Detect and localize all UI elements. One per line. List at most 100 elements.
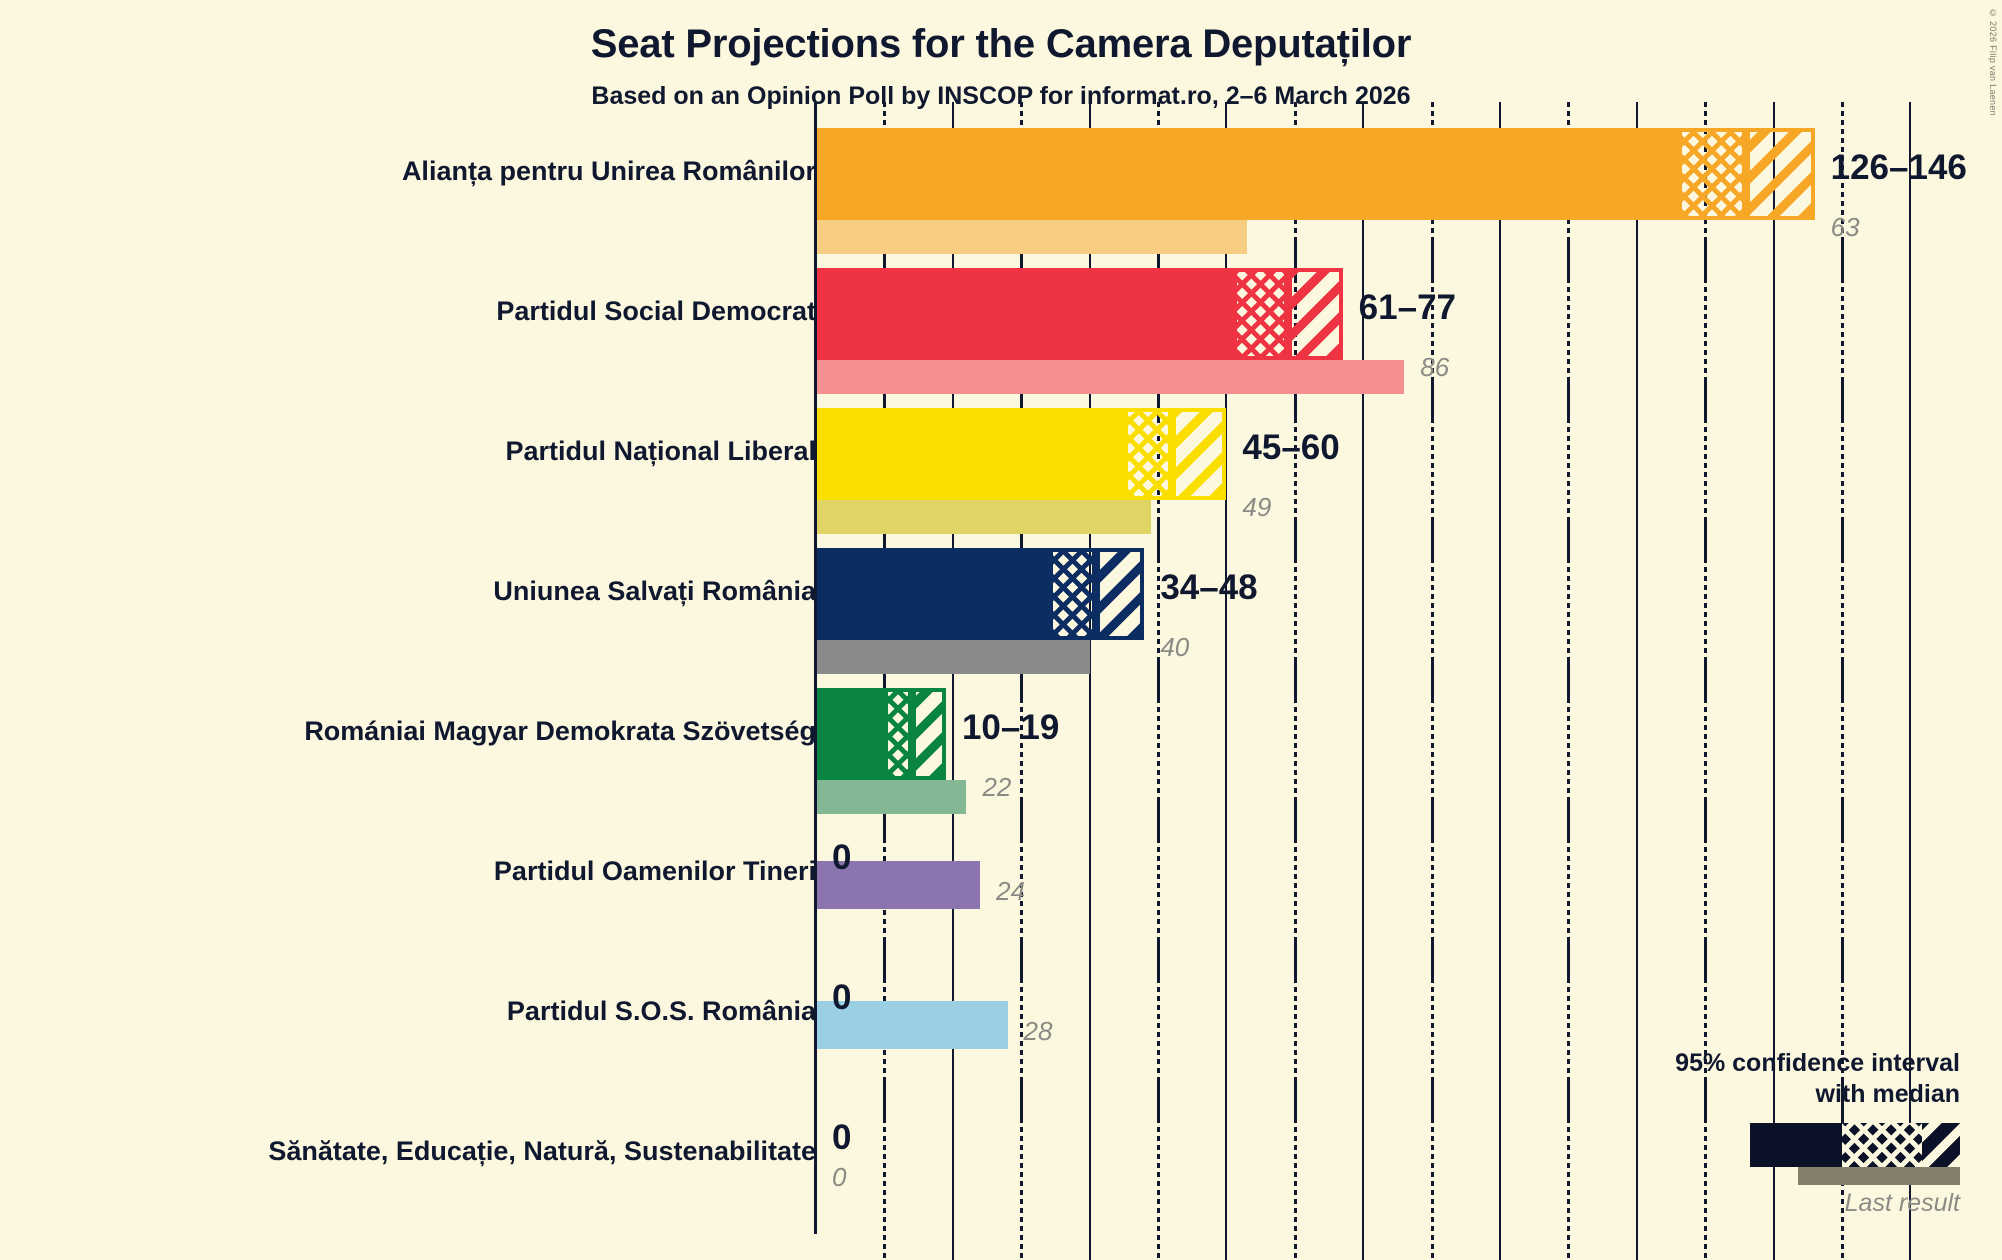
ci-solid-segment bbox=[816, 548, 1049, 640]
axis-major-tick bbox=[1772, 802, 1775, 980]
axis-major-tick bbox=[1362, 1082, 1365, 1260]
axis-minor-tick bbox=[1020, 662, 1024, 840]
last-result-bar bbox=[816, 1001, 1008, 1049]
ci-solid-segment bbox=[816, 268, 1234, 360]
axis-major-tick bbox=[1635, 522, 1638, 700]
axis-minor-tick bbox=[883, 1082, 887, 1260]
axis-minor-tick bbox=[1293, 522, 1297, 700]
axis-minor-tick bbox=[1704, 522, 1708, 700]
seat-range-label: 34–48 bbox=[1160, 568, 1258, 607]
axis-major-tick bbox=[1772, 1082, 1775, 1260]
axis-minor-tick bbox=[1430, 662, 1434, 840]
axis-minor-tick bbox=[1020, 942, 1024, 1120]
axis-minor-tick bbox=[1430, 522, 1434, 700]
axis-major-tick bbox=[1225, 1082, 1228, 1260]
last-result-label: 63 bbox=[1830, 212, 1860, 242]
axis-major-tick bbox=[1772, 942, 1775, 1120]
last-result-bar bbox=[816, 220, 1247, 254]
axis-minor-tick bbox=[1020, 802, 1024, 980]
axis-major-tick bbox=[1499, 942, 1501, 1120]
confidence-interval-bar bbox=[816, 128, 1815, 220]
ci-solid-segment bbox=[816, 128, 1678, 220]
confidence-interval-bar bbox=[816, 688, 946, 780]
axis-minor-tick bbox=[1430, 382, 1434, 560]
axis-minor-tick bbox=[1293, 1082, 1297, 1260]
axis-major-tick bbox=[1772, 522, 1775, 700]
axis-major-tick bbox=[1362, 522, 1365, 700]
last-result-label: 22 bbox=[982, 772, 1012, 802]
axis-minor-tick bbox=[1430, 802, 1434, 980]
axis-minor-tick bbox=[1157, 942, 1160, 1120]
seat-range-label: 0 bbox=[832, 1118, 852, 1157]
seat-range-label: 10–19 bbox=[961, 708, 1060, 747]
seat-range-label: 0 bbox=[832, 838, 852, 877]
axis-major-tick bbox=[1909, 942, 1912, 1120]
last-result-label: 28 bbox=[1023, 1016, 1053, 1046]
axis-major-tick bbox=[1225, 662, 1228, 840]
y-axis-line bbox=[814, 103, 817, 1234]
axis-minor-tick bbox=[1293, 662, 1297, 840]
axis-minor-tick bbox=[1430, 942, 1434, 1120]
chart-subtitle: Based on an Opinion Poll by INSCOP for i… bbox=[591, 82, 1411, 110]
confidence-interval-bar bbox=[816, 548, 1145, 640]
ci-diagonal-segment bbox=[911, 688, 946, 780]
axis-minor-tick bbox=[1704, 1082, 1708, 1260]
last-result-bar bbox=[816, 360, 1405, 394]
axis-minor-tick bbox=[1567, 662, 1571, 840]
ci-solid-segment bbox=[816, 408, 1124, 500]
axis-minor-tick bbox=[1293, 802, 1297, 980]
axis-minor-tick bbox=[1704, 242, 1708, 420]
party-name-label: Partidul S.O.S. România bbox=[506, 996, 816, 1026]
axis-minor-tick bbox=[1567, 802, 1571, 980]
confidence-interval-bar bbox=[816, 408, 1227, 500]
ci-diagonal-segment bbox=[1171, 408, 1227, 500]
axis-minor-tick bbox=[1157, 1082, 1160, 1260]
axis-major-tick bbox=[1909, 102, 1912, 280]
page-title: Seat Projections for the Camera Deputați… bbox=[590, 22, 1412, 66]
last-result-label: 40 bbox=[1160, 632, 1190, 662]
party-name-label: Sănătate, Educație, Natură, Sustenabilit… bbox=[268, 1136, 816, 1166]
axis-minor-tick bbox=[1704, 662, 1708, 840]
last-result-label: 24 bbox=[996, 876, 1026, 906]
axis-minor-tick bbox=[1157, 802, 1160, 980]
axis-minor-tick bbox=[1567, 382, 1571, 560]
party-name-label: Alianța pentru Unirea Românilor bbox=[401, 156, 816, 186]
axis-minor-tick bbox=[1157, 522, 1160, 700]
axis-minor-tick bbox=[1841, 522, 1844, 700]
legend-caption: 95% confidence interval with median bbox=[1675, 1048, 1960, 1111]
axis-major-tick bbox=[1362, 242, 1365, 420]
axis-major-tick bbox=[1362, 802, 1365, 980]
axis-minor-tick bbox=[1841, 802, 1844, 980]
party-name-label: Partidul Social Democrat bbox=[496, 296, 816, 326]
axis-minor-tick bbox=[1841, 662, 1844, 840]
ci-diagonal-segment bbox=[1746, 128, 1815, 220]
ci-crosshatch-segment bbox=[1233, 268, 1288, 360]
axis-minor-tick bbox=[1567, 242, 1571, 420]
axis-major-tick bbox=[1909, 802, 1912, 980]
axis-major-tick bbox=[1088, 802, 1091, 980]
axis-major-tick bbox=[1499, 382, 1501, 560]
axis-major-tick bbox=[1635, 1082, 1638, 1260]
copyright-notice: © 2026 Filip van Laenen bbox=[1988, 8, 1998, 116]
last-result-bar bbox=[816, 640, 1090, 674]
axis-minor-tick bbox=[1567, 942, 1571, 1120]
legend-last-result-label: Last result bbox=[1844, 1188, 1960, 1217]
ci-crosshatch-segment bbox=[1048, 548, 1097, 640]
ci-crosshatch-segment bbox=[1677, 128, 1747, 220]
ci-solid-segment bbox=[816, 688, 885, 780]
axis-major-tick bbox=[1225, 382, 1228, 560]
axis-major-tick bbox=[1909, 522, 1912, 700]
legend-crosshatch-segment bbox=[1842, 1122, 1922, 1167]
last-result-label: 49 bbox=[1242, 492, 1272, 522]
axis-minor-tick bbox=[1841, 942, 1844, 1120]
axis-major-tick bbox=[1362, 942, 1365, 1120]
party-name-label: Romániai Magyar Demokrata Szövetség bbox=[304, 716, 816, 746]
last-result-label: 86 bbox=[1420, 352, 1450, 382]
axis-major-tick bbox=[1909, 662, 1912, 840]
ci-crosshatch-segment bbox=[884, 688, 912, 780]
axis-major-tick bbox=[1909, 242, 1912, 420]
axis-major-tick bbox=[951, 1082, 954, 1260]
axis-major-tick bbox=[1635, 242, 1638, 420]
axis-major-tick bbox=[1772, 382, 1775, 560]
ci-diagonal-segment bbox=[1096, 548, 1145, 640]
